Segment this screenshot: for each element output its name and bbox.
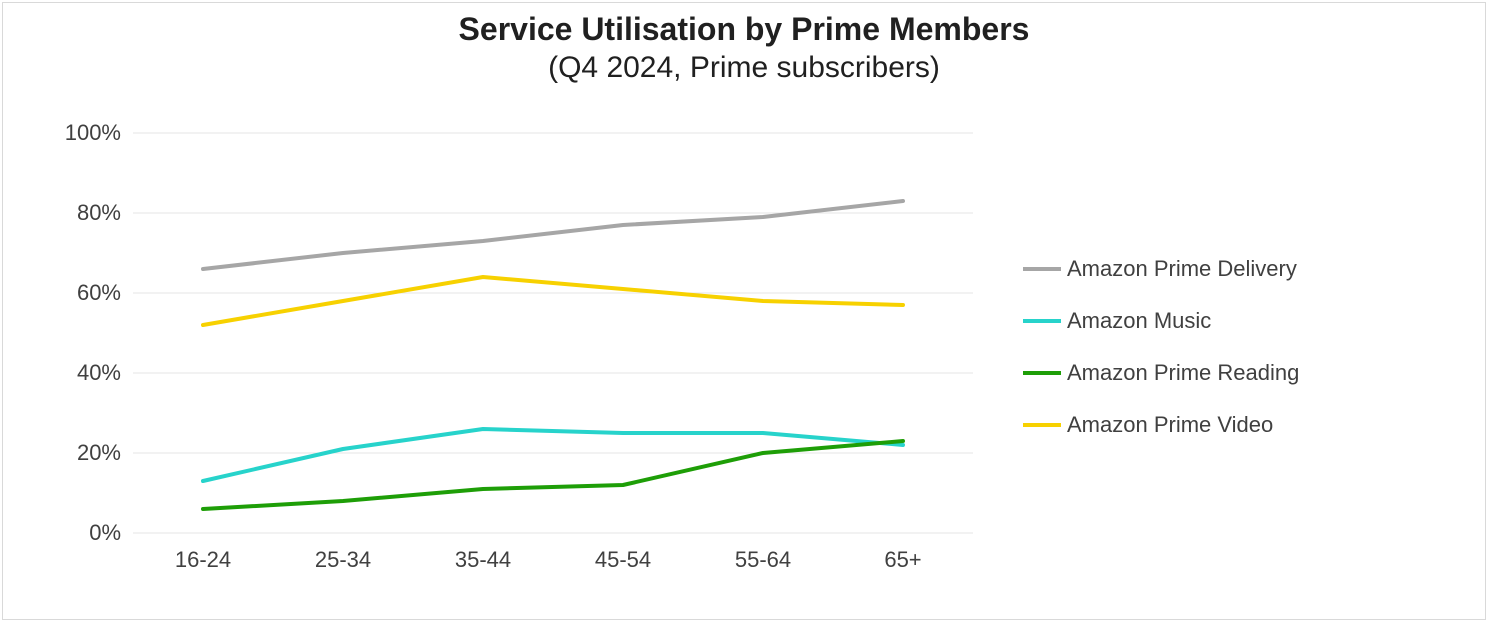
chart-container: Service Utilisation by Prime Members (Q4… bbox=[2, 2, 1486, 620]
legend-item: Amazon Prime Reading bbox=[1023, 347, 1463, 399]
chart-subtitle: (Q4 2024, Prime subscribers) bbox=[3, 49, 1485, 87]
series-line bbox=[203, 429, 903, 481]
legend-item: Amazon Music bbox=[1023, 295, 1463, 347]
chart-title-block: Service Utilisation by Prime Members (Q4… bbox=[3, 3, 1485, 87]
y-tick-label: 80% bbox=[77, 200, 121, 225]
x-tick-label: 35-44 bbox=[455, 547, 511, 572]
y-tick-label: 100% bbox=[65, 120, 121, 145]
plot-area: 0% 20% 40% 60% 80% 100% 16-24 25-34 35-44 45-54 55… bbox=[33, 113, 993, 593]
legend-label: Amazon Prime Video bbox=[1067, 412, 1273, 438]
legend-label: Amazon Prime Reading bbox=[1067, 360, 1299, 386]
chart-svg: 0% 20% 40% 60% 80% 100% 16-24 25-34 35-44 45-54 55… bbox=[33, 113, 993, 593]
chart-title: Service Utilisation by Prime Members bbox=[3, 9, 1485, 49]
y-tick-label: 0% bbox=[89, 520, 121, 545]
series-line bbox=[203, 277, 903, 325]
y-tick-label: 60% bbox=[77, 280, 121, 305]
x-tick-label: 65+ bbox=[884, 547, 921, 572]
x-tick-label: 16-24 bbox=[175, 547, 231, 572]
x-tick-label: 25-34 bbox=[315, 547, 371, 572]
legend-swatch bbox=[1023, 371, 1061, 375]
series-line bbox=[203, 201, 903, 269]
legend-item: Amazon Prime Delivery bbox=[1023, 243, 1463, 295]
legend-swatch bbox=[1023, 423, 1061, 427]
y-tick-label: 20% bbox=[77, 440, 121, 465]
x-tick-label: 45-54 bbox=[595, 547, 651, 572]
legend: Amazon Prime Delivery Amazon Music Amazon … bbox=[1023, 243, 1463, 451]
y-tick-label: 40% bbox=[77, 360, 121, 385]
legend-label: Amazon Prime Delivery bbox=[1067, 256, 1297, 282]
x-tick-label: 55-64 bbox=[735, 547, 791, 572]
legend-swatch bbox=[1023, 267, 1061, 271]
legend-label: Amazon Music bbox=[1067, 308, 1211, 334]
series-line bbox=[203, 441, 903, 509]
legend-swatch bbox=[1023, 319, 1061, 323]
legend-item: Amazon Prime Video bbox=[1023, 399, 1463, 451]
